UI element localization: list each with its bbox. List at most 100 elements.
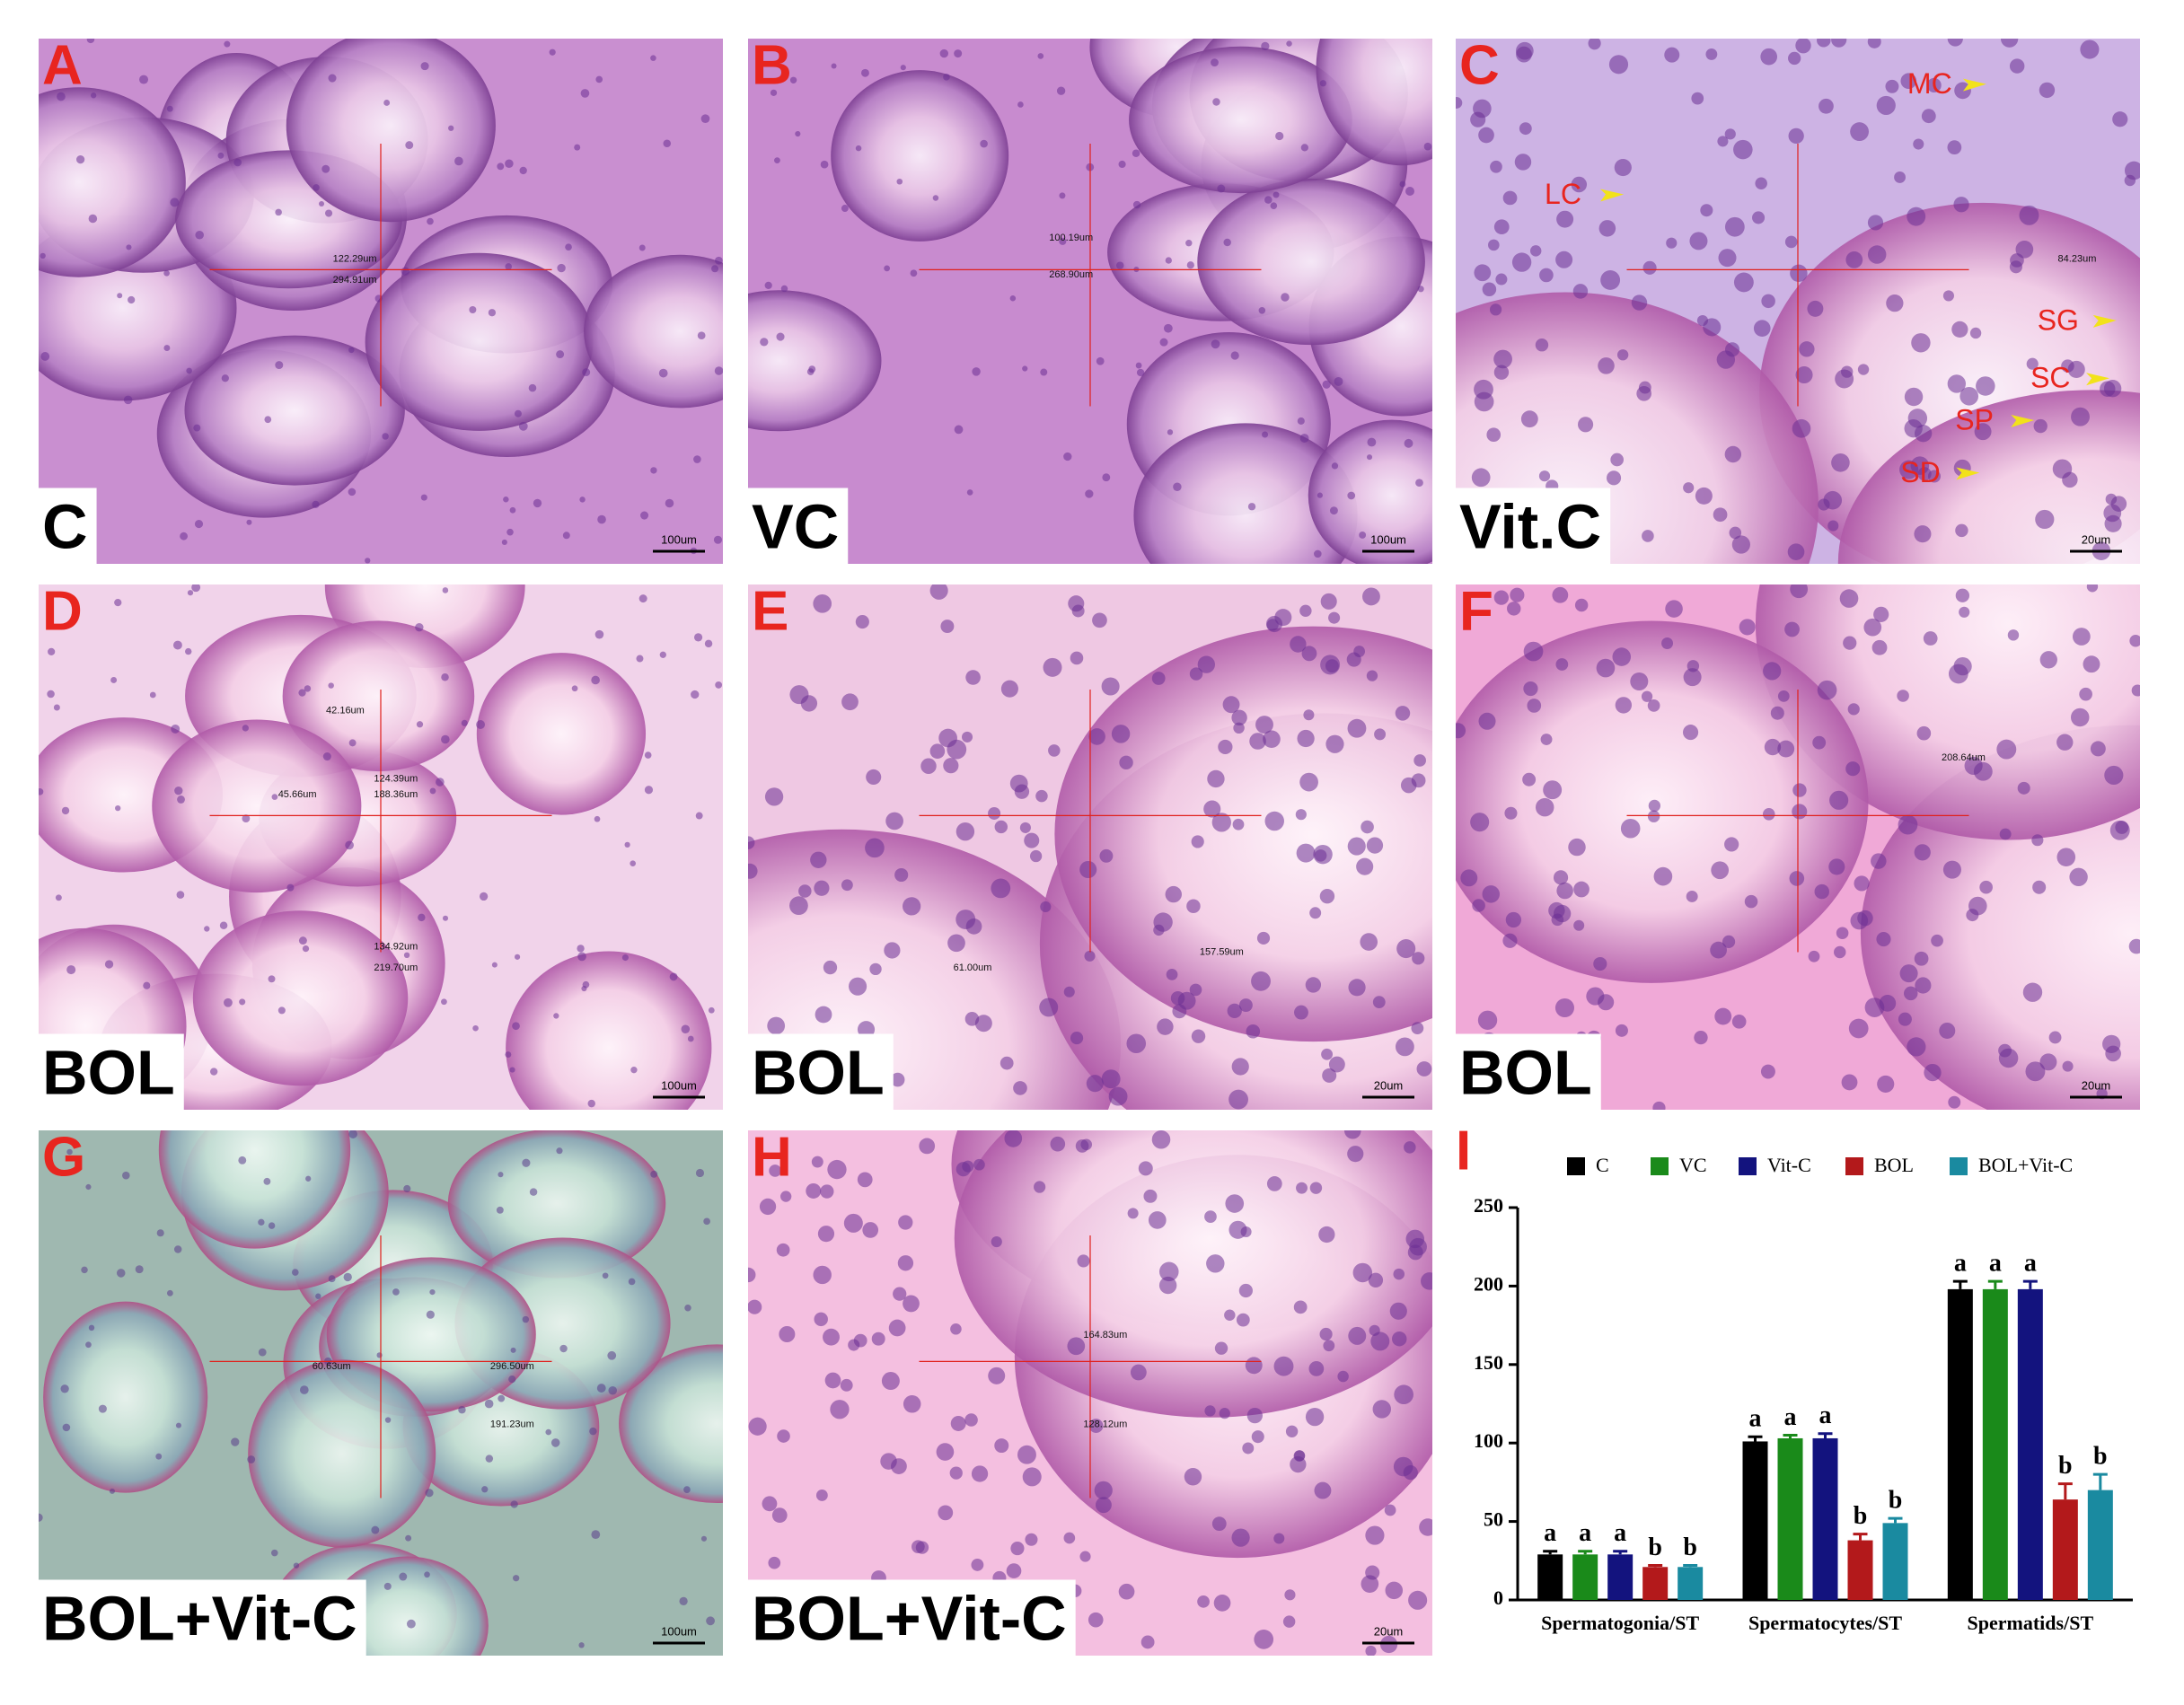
cell-nucleus — [893, 1287, 907, 1301]
cell-nucleus — [510, 1500, 518, 1508]
cell-nucleus — [1184, 1468, 1202, 1486]
cell-nucleus — [1077, 1254, 1090, 1268]
cell-nucleus — [180, 532, 188, 541]
cell-nucleus — [1953, 197, 1969, 213]
cell-nucleus — [194, 520, 204, 529]
cell-nucleus — [109, 1488, 115, 1494]
cell-nucleus — [607, 1350, 617, 1360]
tubule — [286, 39, 496, 223]
cell-nucleus — [76, 155, 85, 164]
cell-nucleus — [903, 897, 921, 916]
cell-nucleus — [843, 1213, 863, 1233]
cell-nucleus — [1165, 885, 1182, 903]
cell-nucleus — [1204, 1405, 1216, 1417]
cell-nucleus — [811, 1156, 823, 1168]
cell-nucleus — [950, 1323, 962, 1335]
cell-nucleus — [890, 1072, 905, 1087]
cell-nucleus — [1079, 860, 1097, 879]
cell-nucleus — [114, 599, 122, 607]
cell-nucleus — [1927, 470, 1942, 483]
cell-nucleus — [1317, 492, 1323, 498]
cell-nucleus — [1615, 1024, 1628, 1037]
cell-nucleus — [1714, 1007, 1732, 1025]
cell-nucleus — [1903, 986, 1918, 1001]
cell-nucleus — [1211, 1516, 1227, 1532]
y-tick-label: 50 — [1484, 1508, 1503, 1531]
micrograph-panel: F BOL 20um 208.64um — [1456, 580, 2140, 1110]
error-bar — [1683, 1564, 1698, 1568]
cell-nucleus — [143, 981, 151, 989]
cell-nucleus — [896, 178, 903, 185]
cell-nucleus — [1661, 637, 1674, 649]
cell-nucleus — [697, 331, 706, 340]
legend-label: Vit-C — [1767, 1154, 1811, 1176]
cell-nucleus — [966, 489, 973, 496]
bar — [1777, 1437, 1803, 1600]
cell-nucleus — [322, 751, 331, 761]
cell-nucleus — [580, 89, 590, 98]
cell-nucleus — [271, 794, 278, 800]
cell-nucleus — [1478, 127, 1494, 144]
cell-nucleus — [1367, 437, 1377, 447]
cell-nucleus — [817, 1226, 835, 1243]
cell-nucleus — [405, 141, 414, 150]
cell-nucleus — [1143, 1189, 1158, 1203]
cell-nucleus — [1556, 210, 1574, 228]
error-bar — [1853, 1533, 1868, 1541]
cell-nucleus — [1362, 587, 1380, 606]
cell-nucleus — [1337, 1370, 1349, 1383]
cell-nucleus — [1266, 619, 1279, 631]
cell-nucleus — [1004, 1130, 1023, 1147]
cell-nucleus — [1369, 1324, 1380, 1336]
cell-nucleus — [1539, 268, 1554, 283]
significance-label: b — [2058, 1452, 2073, 1480]
cell-nucleus — [1753, 320, 1771, 337]
cell-nucleus — [1705, 48, 1718, 60]
cell-nucleus — [894, 867, 909, 883]
cell-nucleus — [1792, 418, 1811, 438]
cell-nucleus — [155, 1453, 163, 1460]
cell-nucleus — [1319, 888, 1335, 904]
cell-nucleus — [1347, 1146, 1364, 1163]
cell-nucleus — [1039, 998, 1059, 1017]
cell-nucleus — [1784, 621, 1800, 637]
cell-nucleus — [1959, 386, 1979, 406]
measurement-label: 191.23um — [490, 1419, 534, 1430]
panel-letter: A — [42, 34, 83, 96]
cell-nucleus — [209, 1068, 218, 1076]
cell-nucleus — [1232, 818, 1245, 831]
bar — [1947, 1288, 1973, 1600]
cell-nucleus — [764, 281, 772, 289]
cell-nucleus — [640, 511, 649, 520]
cell-nucleus — [1309, 1182, 1323, 1194]
cell-nucleus — [1914, 844, 1931, 861]
cell-nucleus — [1789, 871, 1805, 886]
cell-nucleus — [1854, 875, 1870, 892]
cell-nucleus — [1119, 755, 1133, 770]
cell-nucleus — [2079, 687, 2092, 701]
cell-nucleus — [420, 62, 429, 71]
cell-nucleus — [1417, 286, 1424, 293]
cell-nucleus — [1817, 39, 1831, 48]
cell-nucleus — [66, 1148, 73, 1156]
cell-nucleus — [1172, 1004, 1187, 1019]
cell-nucleus — [173, 1245, 182, 1253]
cell-nucleus — [973, 1158, 985, 1171]
cell-nucleus — [1167, 429, 1174, 435]
cell-nucleus — [496, 1206, 504, 1214]
cell-nucleus — [884, 942, 901, 959]
cell-nucleus — [1914, 951, 1929, 966]
cell-nucleus — [1366, 670, 1378, 681]
cell-nucleus — [1907, 207, 1926, 226]
cell-nucleus — [522, 1158, 531, 1167]
cell-nucleus — [1915, 977, 1932, 994]
cell-nucleus — [305, 1175, 312, 1182]
cell-nucleus — [1713, 507, 1728, 523]
cell-nucleus — [771, 1507, 788, 1524]
cell-nucleus — [943, 758, 959, 774]
cell-nucleus — [1099, 848, 1114, 863]
cell-nucleus — [1275, 131, 1284, 141]
cell-nucleus — [885, 812, 903, 831]
cell-nucleus — [2131, 684, 2140, 697]
cell-nucleus — [1653, 866, 1673, 886]
